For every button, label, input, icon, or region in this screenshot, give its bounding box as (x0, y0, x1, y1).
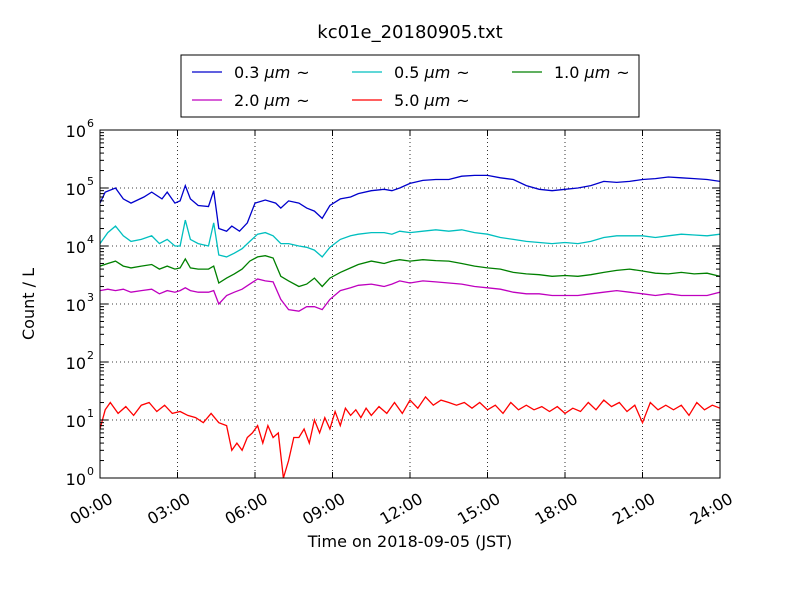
legend-suffix: ~ (296, 91, 309, 110)
y-tick-label: 10 (66, 470, 86, 489)
series-line-2-0 (100, 278, 720, 312)
series-line-0-3 (100, 174, 720, 233)
series-lines (100, 174, 720, 478)
legend-unit: μm (584, 63, 611, 82)
legend-unit: μm (424, 91, 451, 110)
legend-entry: 0.3 μm ~ (192, 63, 310, 82)
chart-title: kc01e_20180905.txt (317, 22, 502, 43)
legend-unit: μm (264, 91, 291, 110)
series-line-5-0 (100, 395, 720, 478)
y-tick-label: 10 (66, 354, 86, 373)
legend-suffix: ~ (456, 63, 469, 82)
y-tick-label: 10 (66, 122, 86, 141)
y-tick-exponent: 3 (87, 291, 94, 304)
x-axis-label: Time on 2018-09-05 (JST) (307, 532, 512, 551)
legend-size: 0.5 (394, 63, 425, 82)
legend-size: 5.0 (394, 91, 425, 110)
legend-entry: 5.0 μm ~ (352, 91, 470, 110)
legend-label: 0.5 μm ~ (394, 63, 470, 82)
y-tick-exponent: 4 (87, 233, 94, 246)
legend-unit: μm (424, 63, 451, 82)
y-tick-label: 10 (66, 238, 86, 257)
legend-label: 1.0 μm ~ (554, 63, 630, 82)
y-tick-label: 10 (66, 412, 86, 431)
legend-entry: 2.0 μm ~ (192, 91, 310, 110)
y-tick-exponent: 2 (87, 349, 94, 362)
legend-label: 0.3 μm ~ (234, 63, 310, 82)
legend: 0.3 μm ~0.5 μm ~1.0 μm ~2.0 μm ~5.0 μm ~ (180, 54, 640, 118)
legend-entry: 0.5 μm ~ (352, 63, 470, 82)
legend-size: 0.3 (234, 63, 265, 82)
legend-label: 2.0 μm ~ (234, 91, 310, 110)
legend-unit: μm (264, 63, 291, 82)
series-line-0-5 (100, 219, 720, 258)
legend-box (180, 54, 640, 118)
legend-size: 1.0 (554, 63, 585, 82)
y-tick-exponent: 5 (87, 175, 94, 188)
y-tick-exponent: 6 (87, 117, 94, 130)
legend-size: 2.0 (234, 91, 265, 110)
y-tick-label: 10 (66, 180, 86, 199)
series-line-1-0 (100, 255, 720, 288)
y-tick-label: 10 (66, 296, 86, 315)
legend-suffix: ~ (616, 63, 629, 82)
grid-lines (100, 130, 720, 478)
legend-suffix: ~ (456, 91, 469, 110)
legend-label: 5.0 μm ~ (394, 91, 470, 110)
legend-suffix: ~ (296, 63, 309, 82)
legend-entry: 1.0 μm ~ (512, 63, 630, 82)
y-tick-exponent: 0 (87, 465, 94, 478)
y-tick-exponent: 1 (87, 407, 94, 420)
y-axis-label: Count / L (19, 268, 38, 340)
